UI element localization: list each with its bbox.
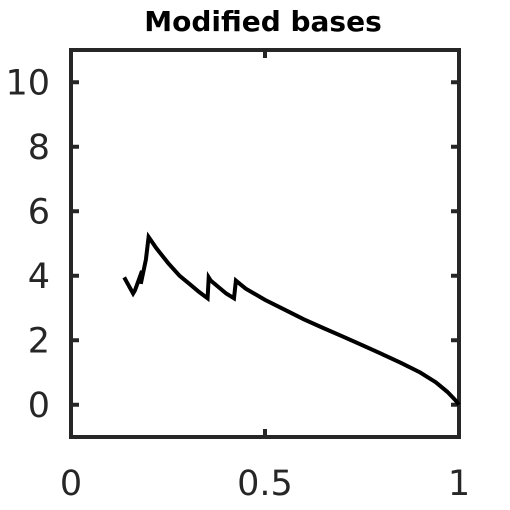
y-tick-label: 6 [28,192,50,232]
x-tick-label: 1 [448,464,470,504]
y-tick-label: 8 [28,128,50,168]
x-axis: 0 0.5 1 [60,50,470,504]
axes-frame [69,48,461,439]
x-tick-label: 0 [60,464,82,504]
y-tick-label: 4 [28,257,50,297]
y-tick-label: 0 [28,386,50,426]
x-tick-label: 0.5 [237,464,293,504]
y-tick-label: 10 [5,63,50,103]
chart-title: Modified bases [144,5,382,38]
y-axis: 0 2 4 6 8 10 [5,63,459,426]
series-line [122,231,461,407]
y-tick-label: 2 [28,321,50,361]
